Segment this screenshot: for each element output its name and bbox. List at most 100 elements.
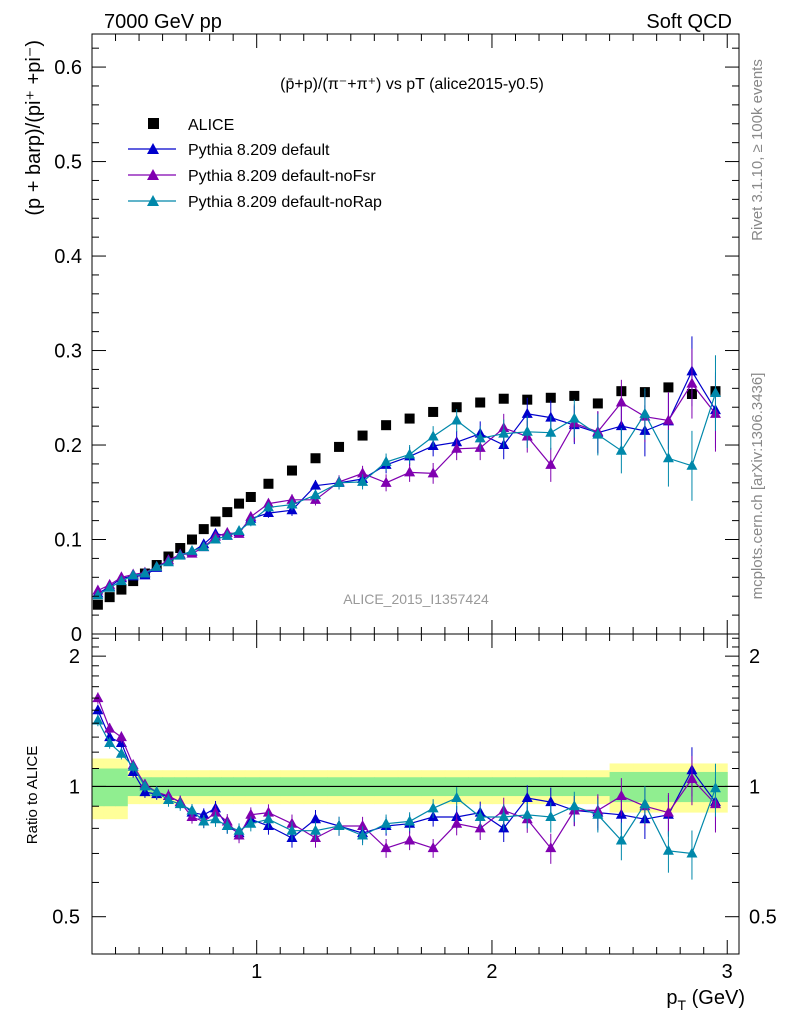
alice-point — [357, 430, 368, 441]
ratio-point — [427, 802, 439, 813]
ratio-point — [286, 824, 298, 835]
mc-point — [662, 452, 674, 463]
mc-point — [498, 427, 510, 438]
ratio-axes: 0.5 0.5 1 1 2 2 1 2 3 — [52, 634, 777, 983]
ratio-point — [310, 824, 322, 835]
mc-point — [233, 525, 245, 536]
ratio-point — [709, 782, 721, 793]
ratio-point — [357, 829, 369, 840]
mc-point — [186, 544, 198, 555]
legend-marker-alice — [148, 118, 159, 129]
mcplots-label: mcplots.cern.ch [arXiv:1306.3436] — [749, 373, 766, 600]
legend-label-alice: ALICE — [188, 117, 234, 134]
mc-point — [592, 428, 604, 439]
mc-point — [709, 387, 721, 398]
mc-point — [357, 467, 369, 478]
y-tick-label: 0.3 — [54, 341, 82, 363]
mc-point — [139, 567, 151, 578]
ratio-point — [310, 813, 322, 824]
alice-point — [334, 441, 345, 452]
y-tick-label: 0.4 — [54, 246, 82, 268]
rivet-label: Rivet 3.1.10, ≥ 100k events — [749, 59, 766, 241]
ratio-point — [174, 798, 186, 809]
ratio-point — [545, 796, 557, 807]
ratio-point — [210, 813, 222, 824]
ratio-y-label: Ratio to ALICE — [24, 746, 41, 844]
ratio-point — [115, 731, 127, 742]
ratio-point — [104, 736, 116, 747]
legend-marker-norap — [147, 195, 159, 206]
ratio-point — [92, 692, 104, 703]
ratio-y-tick-label: 1 — [69, 776, 80, 798]
mc-point — [104, 581, 116, 592]
alice-point — [186, 534, 197, 545]
main-title: (p̄+p)/(π⁻+π⁺) vs pT (alice2015-y0.5) — [280, 76, 544, 93]
ratio-point — [104, 722, 116, 733]
mc-point — [662, 414, 674, 425]
ratio-point — [404, 834, 416, 845]
ratio-point — [233, 824, 245, 835]
mc-point — [545, 426, 557, 437]
ratio-point — [115, 747, 127, 758]
ratio-point — [451, 792, 463, 803]
legend: ALICE Pythia 8.209 default Pythia 8.209 … — [128, 117, 382, 211]
ratio-point — [568, 800, 580, 811]
category-label: Soft QCD — [646, 11, 732, 33]
y-tick-label: 0 — [71, 624, 82, 646]
mc-point — [310, 489, 322, 500]
ratio-point — [592, 808, 604, 819]
y-tick-label: 0.1 — [54, 530, 82, 552]
alice-point — [245, 491, 256, 502]
mc-point — [451, 442, 463, 453]
alice-point — [222, 507, 233, 518]
ratio-point — [498, 810, 510, 821]
ratio-point — [451, 817, 463, 828]
x-axis-label: pT (GeV) — [666, 987, 745, 1013]
mc-point — [210, 533, 222, 544]
x-tick-label: 2 — [486, 961, 497, 983]
ratio-point — [210, 806, 222, 817]
ratio-point — [198, 808, 210, 819]
legend-label-default: Pythia 8.209 default — [188, 142, 330, 159]
alice-point — [175, 543, 186, 554]
mc-point — [310, 479, 322, 490]
ratio-point — [380, 817, 392, 828]
ratio-line-1 — [97, 709, 716, 839]
legend-label-nofsr: Pythia 8.209 default-noFsr — [188, 168, 376, 185]
mc-point — [151, 560, 163, 571]
alice-point — [545, 392, 556, 403]
series-line-3 — [97, 392, 717, 596]
alice-point — [428, 406, 439, 417]
band-inner — [103, 768, 117, 807]
ratio-point — [427, 842, 439, 853]
ratio-point — [380, 842, 392, 853]
ratio-point — [521, 808, 533, 819]
ratio-point — [686, 773, 698, 784]
series-line-2 — [97, 382, 716, 592]
ratio-point — [151, 786, 163, 797]
alice-point — [310, 453, 321, 464]
mc-point — [262, 501, 274, 512]
ratio-point — [221, 820, 233, 831]
band-inner — [115, 768, 128, 807]
ratio-y-tick-label: 0.5 — [52, 907, 80, 929]
alice-point — [92, 599, 103, 610]
alice-point — [569, 390, 580, 401]
mc-point — [333, 476, 345, 487]
ratio-point — [262, 813, 274, 824]
ratio-point — [92, 704, 104, 715]
mc-point — [545, 458, 557, 469]
alice-point — [404, 413, 415, 424]
mc-point — [521, 407, 533, 418]
mc-point — [615, 396, 627, 407]
ratio-point — [245, 817, 257, 828]
mc-point — [127, 569, 139, 580]
mc-point — [427, 467, 439, 478]
mc-point — [615, 444, 627, 455]
alice-point — [381, 420, 392, 431]
ratio-point — [615, 834, 627, 845]
mc-point — [639, 407, 651, 418]
mc-point — [404, 448, 416, 459]
ratio-point — [186, 804, 198, 815]
